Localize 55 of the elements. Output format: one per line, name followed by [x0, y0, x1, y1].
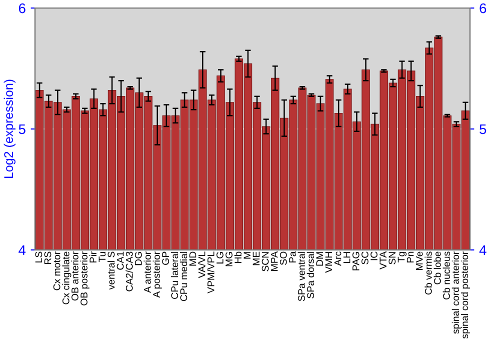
x-tick-label: Tu	[98, 252, 106, 262]
x-tick-label: M	[244, 252, 250, 259]
x-tick-label: VMH	[325, 252, 332, 273]
x-tick-label: Hb	[234, 252, 242, 263]
x-tick-label: MVe	[416, 252, 423, 270]
x-tick-label: MPA	[270, 251, 278, 271]
x-tick-label: Pn	[406, 252, 414, 262]
x-tick-label: A posterior	[152, 251, 162, 298]
y-tick-label: 6	[18, 3, 26, 14]
x-tick-label: Cb lobe	[434, 252, 441, 284]
x-tick-label: VPM/VPL	[207, 252, 214, 294]
x-tick-label: MD	[189, 252, 196, 266]
x-tick-label: SN	[388, 252, 396, 264]
x-tick-label: spinal cord anterior	[452, 251, 461, 334]
x-tick-label: OB posterior	[80, 251, 90, 306]
x-tick-label: spinal cord posterior	[460, 251, 470, 339]
x-tick-label: LH	[343, 252, 350, 263]
y2-tick-label: 4	[479, 245, 486, 255]
x-tick-label: VTA	[380, 251, 386, 270]
x-tick-label: OB anterior	[71, 251, 78, 301]
x-tick-label: SPa dorsal	[306, 252, 314, 298]
x-tick-label: RS	[44, 252, 52, 264]
x-tick-label: CPu medial	[180, 252, 188, 302]
x-tick-label: GP	[162, 252, 170, 265]
x-tick-label: CA2/CA3	[126, 252, 133, 292]
x-tick-label: CPu lateral	[170, 252, 178, 299]
y2-tick-label: 5	[480, 124, 486, 134]
x-tick-label: CA1	[116, 252, 124, 270]
y2-tick-label: 6	[480, 3, 486, 14]
x-tick-label: Cb vermis	[424, 252, 432, 295]
x-tick-label: A anterior	[144, 251, 151, 293]
x-tick-label: SPa ventral	[298, 252, 305, 302]
x-tick-label: Cb nucleus	[442, 252, 450, 300]
x-tick-label: LG	[216, 252, 224, 264]
x-tick-label: Tg	[398, 252, 407, 262]
x-tick-label: LS	[35, 252, 42, 262]
x-tick-label: SC	[362, 252, 368, 264]
x-tick-label: VA/VL	[198, 252, 206, 278]
y-axis-title: Log2 (expression)	[4, 80, 16, 178]
x-tick-label: SO	[280, 252, 287, 265]
y-tick-label: 5	[18, 124, 26, 134]
y-tick-label: 4	[18, 245, 26, 255]
x-tick-label: Cx motor	[53, 251, 60, 290]
x-tick-label: Cx cingulate	[62, 252, 72, 304]
x-tick-label: IC	[370, 252, 378, 260]
x-tick-label: Pa	[289, 251, 296, 262]
x-tick-label: MG	[226, 252, 232, 266]
x-tick-label: ME	[252, 252, 260, 266]
x-tick-label: ventral S	[108, 252, 115, 290]
x-tick-label: Pir	[89, 251, 96, 262]
x-tick-label: DM	[316, 252, 323, 266]
x-tick-label: SCN	[262, 252, 269, 272]
x-tick-label: DG	[134, 252, 142, 266]
x-tick-label: PAG	[352, 252, 360, 270]
x-tick-label: Arc	[334, 252, 342, 266]
